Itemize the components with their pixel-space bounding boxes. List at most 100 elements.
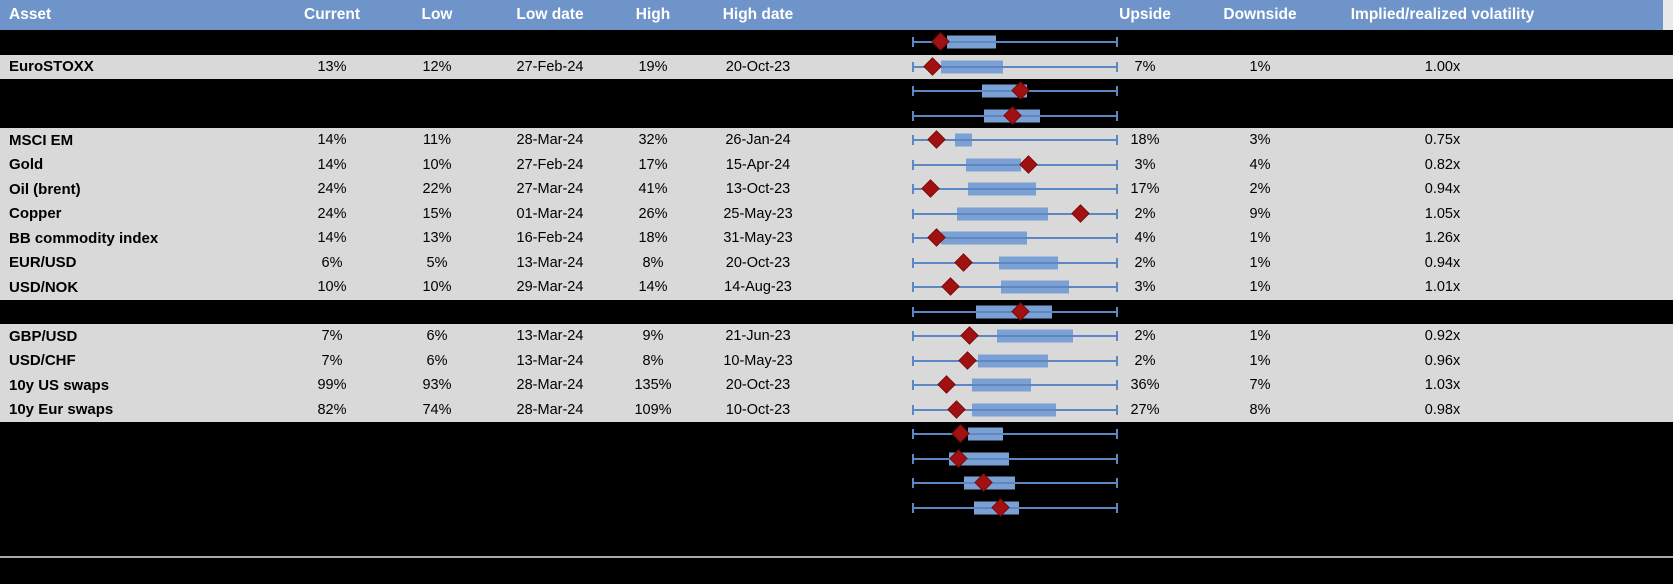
current-cell: [287, 104, 377, 129]
upside-cell: 4%: [1134, 230, 1156, 247]
implied-realized-volatility-cell: 1.03x: [1424, 377, 1461, 394]
implied-realized-volatility-cell: 1.05x: [1424, 205, 1461, 222]
chart-cell: [813, 30, 1085, 55]
asset-name-cell: [0, 300, 287, 325]
low-date-cell: 13-Mar-24: [516, 254, 584, 271]
low-cell: 11%: [423, 132, 451, 149]
chart-cell: [813, 398, 1085, 423]
high-date-cell: 21-Jun-23: [725, 328, 791, 345]
asset-name-cell: [0, 471, 287, 496]
high-cell: 109%: [634, 401, 672, 418]
low-date-cell: [497, 79, 603, 104]
low-cell: 22%: [422, 181, 452, 198]
asset-name-cell: BB commodity index: [9, 229, 159, 247]
asset-name-cell: USD/CHF: [9, 352, 76, 370]
high-cell: [603, 496, 703, 521]
table-body: EuroSTOXX 13% 12% 27-Feb-24 19% 20-Oct-2…: [0, 30, 1673, 520]
downside-cell: 9%: [1249, 205, 1271, 222]
asset-name-cell: 10y US swaps: [9, 376, 110, 394]
asset-name-cell: MSCI EM: [9, 131, 74, 149]
low-cell: 12%: [422, 58, 452, 75]
implied-realized-volatility-cell: [1315, 496, 1570, 521]
upside-cell: 17%: [1130, 181, 1160, 198]
high-date-cell: [703, 79, 813, 104]
asset-name-cell: Copper: [9, 205, 62, 223]
high-cell: [603, 447, 703, 472]
column-header-high-date: High date: [722, 6, 794, 23]
implied-realized-volatility-cell: [1315, 471, 1570, 496]
chart-cell: [813, 275, 1085, 300]
implied-realized-volatility-cell: 0.94x: [1424, 181, 1461, 198]
chart-cell: [813, 128, 1085, 153]
upside-cell: [1085, 104, 1205, 129]
column-header-low: Low: [421, 6, 453, 23]
high-date-cell: [703, 471, 813, 496]
asset-name-cell: Oil (brent): [9, 180, 81, 198]
spacer-row: [0, 495, 1673, 521]
filler-cell: [1570, 373, 1673, 398]
upside-cell: 18%: [1130, 132, 1160, 149]
chart-cell: [813, 153, 1085, 178]
low-cell: [377, 496, 497, 521]
current-cell: 14%: [317, 156, 347, 173]
chart-cell: [813, 251, 1085, 276]
upside-cell: [1085, 300, 1205, 325]
low-cell: [377, 447, 497, 472]
current-cell: [287, 496, 377, 521]
downside-cell: [1205, 496, 1315, 521]
chart-cell: [813, 300, 1085, 325]
downside-cell: [1205, 30, 1315, 55]
downside-cell: 2%: [1249, 181, 1271, 198]
current-cell: 10%: [317, 279, 347, 296]
current-cell: 14%: [317, 230, 347, 247]
implied-realized-volatility-cell: 0.75x: [1424, 132, 1461, 149]
spacer-row: [0, 471, 1673, 496]
implied-realized-volatility-cell: [1315, 447, 1570, 472]
high-cell: 8%: [642, 352, 664, 369]
filler-cell: [1570, 471, 1673, 496]
low-cell: 6%: [426, 328, 448, 345]
low-date-cell: 27-Feb-24: [516, 58, 584, 75]
downside-cell: 4%: [1249, 156, 1271, 173]
high-cell: [603, 422, 703, 447]
table-row-eur-usd: EUR/USD 6% 5% 13-Mar-24 8% 20-Oct-23 2% …: [0, 250, 1673, 276]
low-cell: 74%: [422, 401, 452, 418]
downside-cell: 3%: [1249, 132, 1271, 149]
low-cell: [377, 471, 497, 496]
chart-cell: [813, 349, 1085, 374]
column-header-low-date: Low date: [516, 6, 584, 23]
high-cell: 32%: [638, 132, 668, 149]
upside-cell: 2%: [1134, 205, 1156, 222]
high-cell: 9%: [642, 328, 664, 345]
low-date-cell: [497, 422, 603, 447]
high-date-cell: 31-May-23: [723, 230, 793, 247]
chart-cell: [813, 447, 1085, 472]
implied-realized-volatility-cell: [1315, 422, 1570, 447]
low-date-cell: 16-Feb-24: [516, 230, 584, 247]
spacer-row: [0, 446, 1673, 472]
asset-name-cell: [0, 496, 287, 521]
table-row-usd-nok: USD/NOK 10% 10% 29-Mar-24 14% 14-Aug-23 …: [0, 275, 1673, 300]
upside-cell: [1085, 422, 1205, 447]
spacer-row: [0, 103, 1673, 129]
low-date-cell: 27-Feb-24: [516, 156, 584, 173]
asset-name-cell: EuroSTOXX: [9, 58, 94, 76]
downside-cell: [1205, 300, 1315, 325]
high-cell: 14%: [638, 279, 668, 296]
filler-cell: [1570, 275, 1673, 300]
current-cell: [287, 79, 377, 104]
filler-cell: [1570, 153, 1673, 178]
high-cell: [603, 300, 703, 325]
current-cell: 82%: [317, 401, 347, 418]
filler-cell: [1570, 177, 1673, 202]
spacer-row: [0, 79, 1673, 104]
current-cell: 7%: [321, 328, 343, 345]
low-cell: [377, 300, 497, 325]
high-cell: [603, 471, 703, 496]
footer-area: [0, 520, 1673, 584]
high-date-cell: 26-Jan-24: [725, 132, 791, 149]
low-cell: 6%: [426, 352, 448, 369]
high-cell: 18%: [638, 230, 668, 247]
implied-realized-volatility-cell: 0.96x: [1424, 352, 1461, 369]
low-date-cell: [497, 104, 603, 129]
